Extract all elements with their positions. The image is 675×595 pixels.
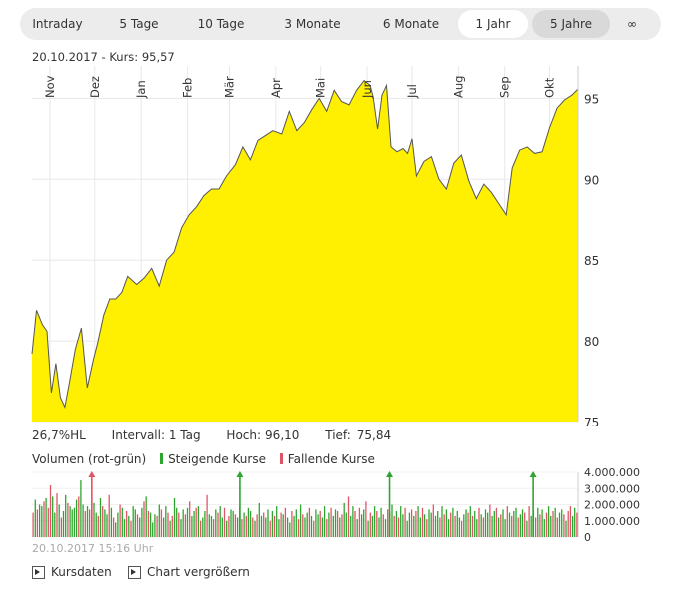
chevron-right-icon	[32, 566, 45, 579]
falling-swatch	[279, 453, 283, 464]
x-tick-label: Sep	[498, 76, 512, 98]
low-group: Tief: 75,84	[325, 428, 391, 442]
vol-tick-label: 3.000.000	[584, 482, 640, 495]
chart-enlarge-label: Chart vergrößern	[147, 565, 250, 579]
chart-enlarge-link[interactable]: Chart vergrößern	[128, 565, 250, 581]
y-tick-label: 95	[584, 92, 599, 106]
tab-1[interactable]: 5 Tage	[119, 17, 159, 31]
vol-tick-label: 0	[584, 531, 591, 542]
high-value: 96,10	[265, 428, 300, 442]
volume-bar-chart: 0 1.000.000 2.000.000 3.000.000 4.000.000	[32, 466, 640, 542]
offscale-arrow-icon	[88, 471, 96, 477]
volume-legend: Volumen (rot-grün) Steigende Kurse Falle…	[32, 452, 375, 466]
x-tick-label: Mai	[314, 78, 328, 98]
x-tick-label: Dez	[88, 76, 102, 98]
price-header: 20.10.2017 - Kurs: 95,57	[32, 50, 175, 64]
offscale-arrow-icon	[236, 471, 244, 477]
low-label: Tief:	[325, 428, 351, 442]
rising-label: Steigende Kurse	[168, 452, 266, 466]
tab-5[interactable]: 1 Jahr	[458, 10, 528, 38]
high-group: Hoch: 96,10	[226, 428, 299, 442]
price-line	[31, 79, 579, 410]
x-tick-label: Feb	[181, 78, 195, 98]
price-area-chart: 75 80 85 90 95 Nov Dez Jan Feb Mär Apr Mai Jun Jul Aug…	[31, 66, 599, 426]
range-percent: 26,7%HL	[32, 428, 86, 442]
kursdaten-label: Kursdaten	[51, 565, 112, 579]
kursdaten-link[interactable]: Kursdaten	[32, 565, 112, 581]
price-area	[32, 80, 578, 422]
tab-2[interactable]: 10 Tage	[197, 17, 245, 31]
tab-3[interactable]: 3 Monate	[284, 17, 341, 31]
high-label: Hoch:	[226, 428, 262, 442]
offscale-arrow-icon	[529, 471, 537, 477]
x-tick-label: Jun	[360, 80, 374, 99]
chevron-right-icon	[128, 566, 141, 579]
tab-6[interactable]: 5 Jahre	[532, 10, 610, 38]
y-tick-label: 80	[584, 335, 599, 349]
range-tab-bar: Intraday 5 Tage 10 Tage 3 Monate 6 Monate 1 J…	[20, 8, 661, 40]
x-tick-label: Jan	[134, 80, 148, 99]
x-tick-label: Apr	[269, 78, 283, 98]
timestamp: 20.10.2017 15:16 Uhr	[32, 542, 154, 555]
low-value: 75,84	[356, 428, 392, 442]
falling-label: Fallende Kurse	[287, 452, 375, 466]
volume-title: Volumen (rot-grün)	[32, 452, 147, 466]
price-date: 20.10.2017	[32, 50, 98, 64]
vol-tick-label: 4.000.000	[584, 466, 640, 479]
tab-4[interactable]: 6 Monate	[382, 17, 440, 31]
price-stats: 26,7%HL Intervall: 1 Tag Hoch: 96,10 Tief…	[32, 428, 413, 442]
x-tick-label: Nov	[43, 75, 57, 98]
y-tick-label: 75	[584, 416, 599, 426]
tab-7[interactable]: ∞	[627, 17, 637, 31]
tab-0[interactable]: Intraday	[32, 17, 83, 31]
offscale-arrow-icon	[386, 471, 394, 477]
x-tick-label: Okt	[543, 77, 557, 98]
rising-swatch	[160, 453, 164, 464]
vol-tick-label: 2.000.000	[584, 499, 640, 512]
y-tick-label: 90	[584, 173, 599, 187]
y-tick-label: 85	[584, 254, 599, 268]
interval: Intervall: 1 Tag	[111, 428, 201, 442]
price-kurs: - Kurs: 95,57	[101, 50, 175, 64]
x-tick-label: Aug	[451, 76, 465, 98]
x-tick-label: Jul	[405, 84, 419, 99]
x-tick-label: Mär	[222, 76, 236, 98]
vol-tick-label: 1.000.000	[584, 515, 640, 528]
